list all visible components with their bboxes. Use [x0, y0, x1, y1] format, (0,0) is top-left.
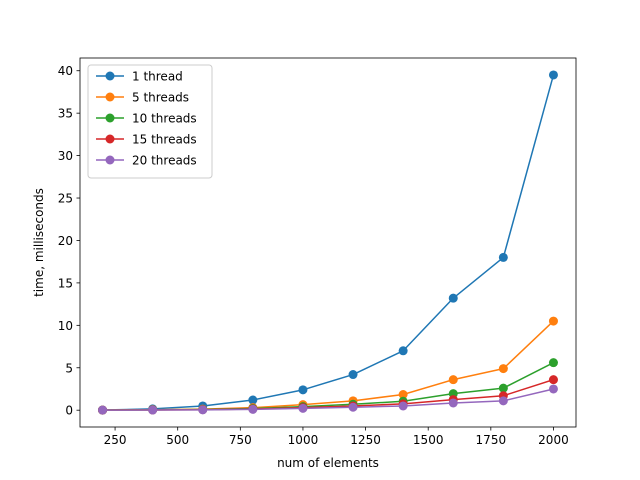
legend-label: 10 threads — [132, 112, 197, 126]
legend-marker — [105, 92, 115, 102]
legend-label: 15 threads — [132, 133, 197, 147]
legend: 1 thread 5 threads 10 threads 15 threads 20 … — [87, 64, 213, 179]
x-tick-label: 250 — [104, 433, 127, 447]
series-20-threads — [98, 384, 558, 415]
data-point — [398, 346, 408, 356]
data-point — [348, 402, 358, 412]
data-point — [548, 358, 558, 368]
y-axis-label: time, milliseconds — [32, 188, 46, 297]
data-point — [498, 252, 508, 262]
data-point — [448, 398, 458, 408]
legend-box — [87, 64, 213, 179]
legend-entry: 1 thread — [96, 70, 183, 84]
y-tick-label: 15 — [58, 276, 73, 290]
y-tick-label: 10 — [58, 319, 73, 333]
data-point — [548, 70, 558, 80]
legend-marker — [105, 71, 115, 81]
x-axis-label: num of elements — [277, 456, 379, 470]
x-tick-label: 1250 — [350, 433, 381, 447]
legend-marker — [105, 134, 115, 144]
data-point — [498, 383, 508, 393]
data-point — [148, 405, 158, 415]
legend-label: 1 thread — [132, 70, 183, 84]
legend-entry: 15 threads — [96, 133, 197, 147]
data-point — [298, 385, 308, 395]
data-point — [248, 404, 258, 414]
data-point — [548, 316, 558, 326]
y-tick-label: 5 — [65, 361, 73, 375]
data-point — [498, 396, 508, 406]
axis-ticks: 250 500 750 1000 1250 1500 1750 2000 0 5 10 15 20 25 3… — [58, 64, 569, 447]
legend-label: 5 threads — [132, 91, 189, 105]
series-line — [102, 74, 555, 411]
data-point — [248, 395, 258, 405]
x-tick-label: 1750 — [476, 433, 507, 447]
legend-marker — [105, 155, 115, 165]
data-point — [548, 384, 558, 394]
data-point — [98, 405, 108, 415]
data-point — [398, 389, 408, 399]
data-point — [198, 405, 208, 415]
legend-entry: 10 threads — [96, 112, 197, 126]
x-tick-label: 500 — [166, 433, 189, 447]
data-point — [398, 401, 408, 411]
y-tick-label: 0 — [65, 404, 73, 418]
legend-entry: 20 threads — [96, 154, 197, 168]
y-tick-label: 40 — [58, 64, 73, 78]
data-point — [298, 403, 308, 413]
x-tick-label: 750 — [229, 433, 252, 447]
data-point — [448, 293, 458, 303]
y-tick-label: 35 — [58, 107, 73, 121]
data-point — [448, 375, 458, 385]
y-tick-label: 25 — [58, 192, 73, 206]
data-point — [348, 370, 358, 380]
axes-frame — [79, 57, 577, 428]
x-tick-label: 1500 — [413, 433, 444, 447]
y-tick-label: 20 — [58, 234, 73, 248]
x-tick-label: 2000 — [538, 433, 569, 447]
data-point — [548, 375, 558, 385]
plot-area — [98, 70, 558, 415]
series-line — [102, 388, 554, 411]
legend-marker — [105, 113, 115, 123]
data-point — [498, 364, 508, 374]
x-tick-label: 1000 — [288, 433, 319, 447]
y-tick-label: 30 — [58, 149, 73, 163]
legend-entry: 5 threads — [96, 91, 189, 105]
legend-label: 20 threads — [132, 154, 197, 168]
